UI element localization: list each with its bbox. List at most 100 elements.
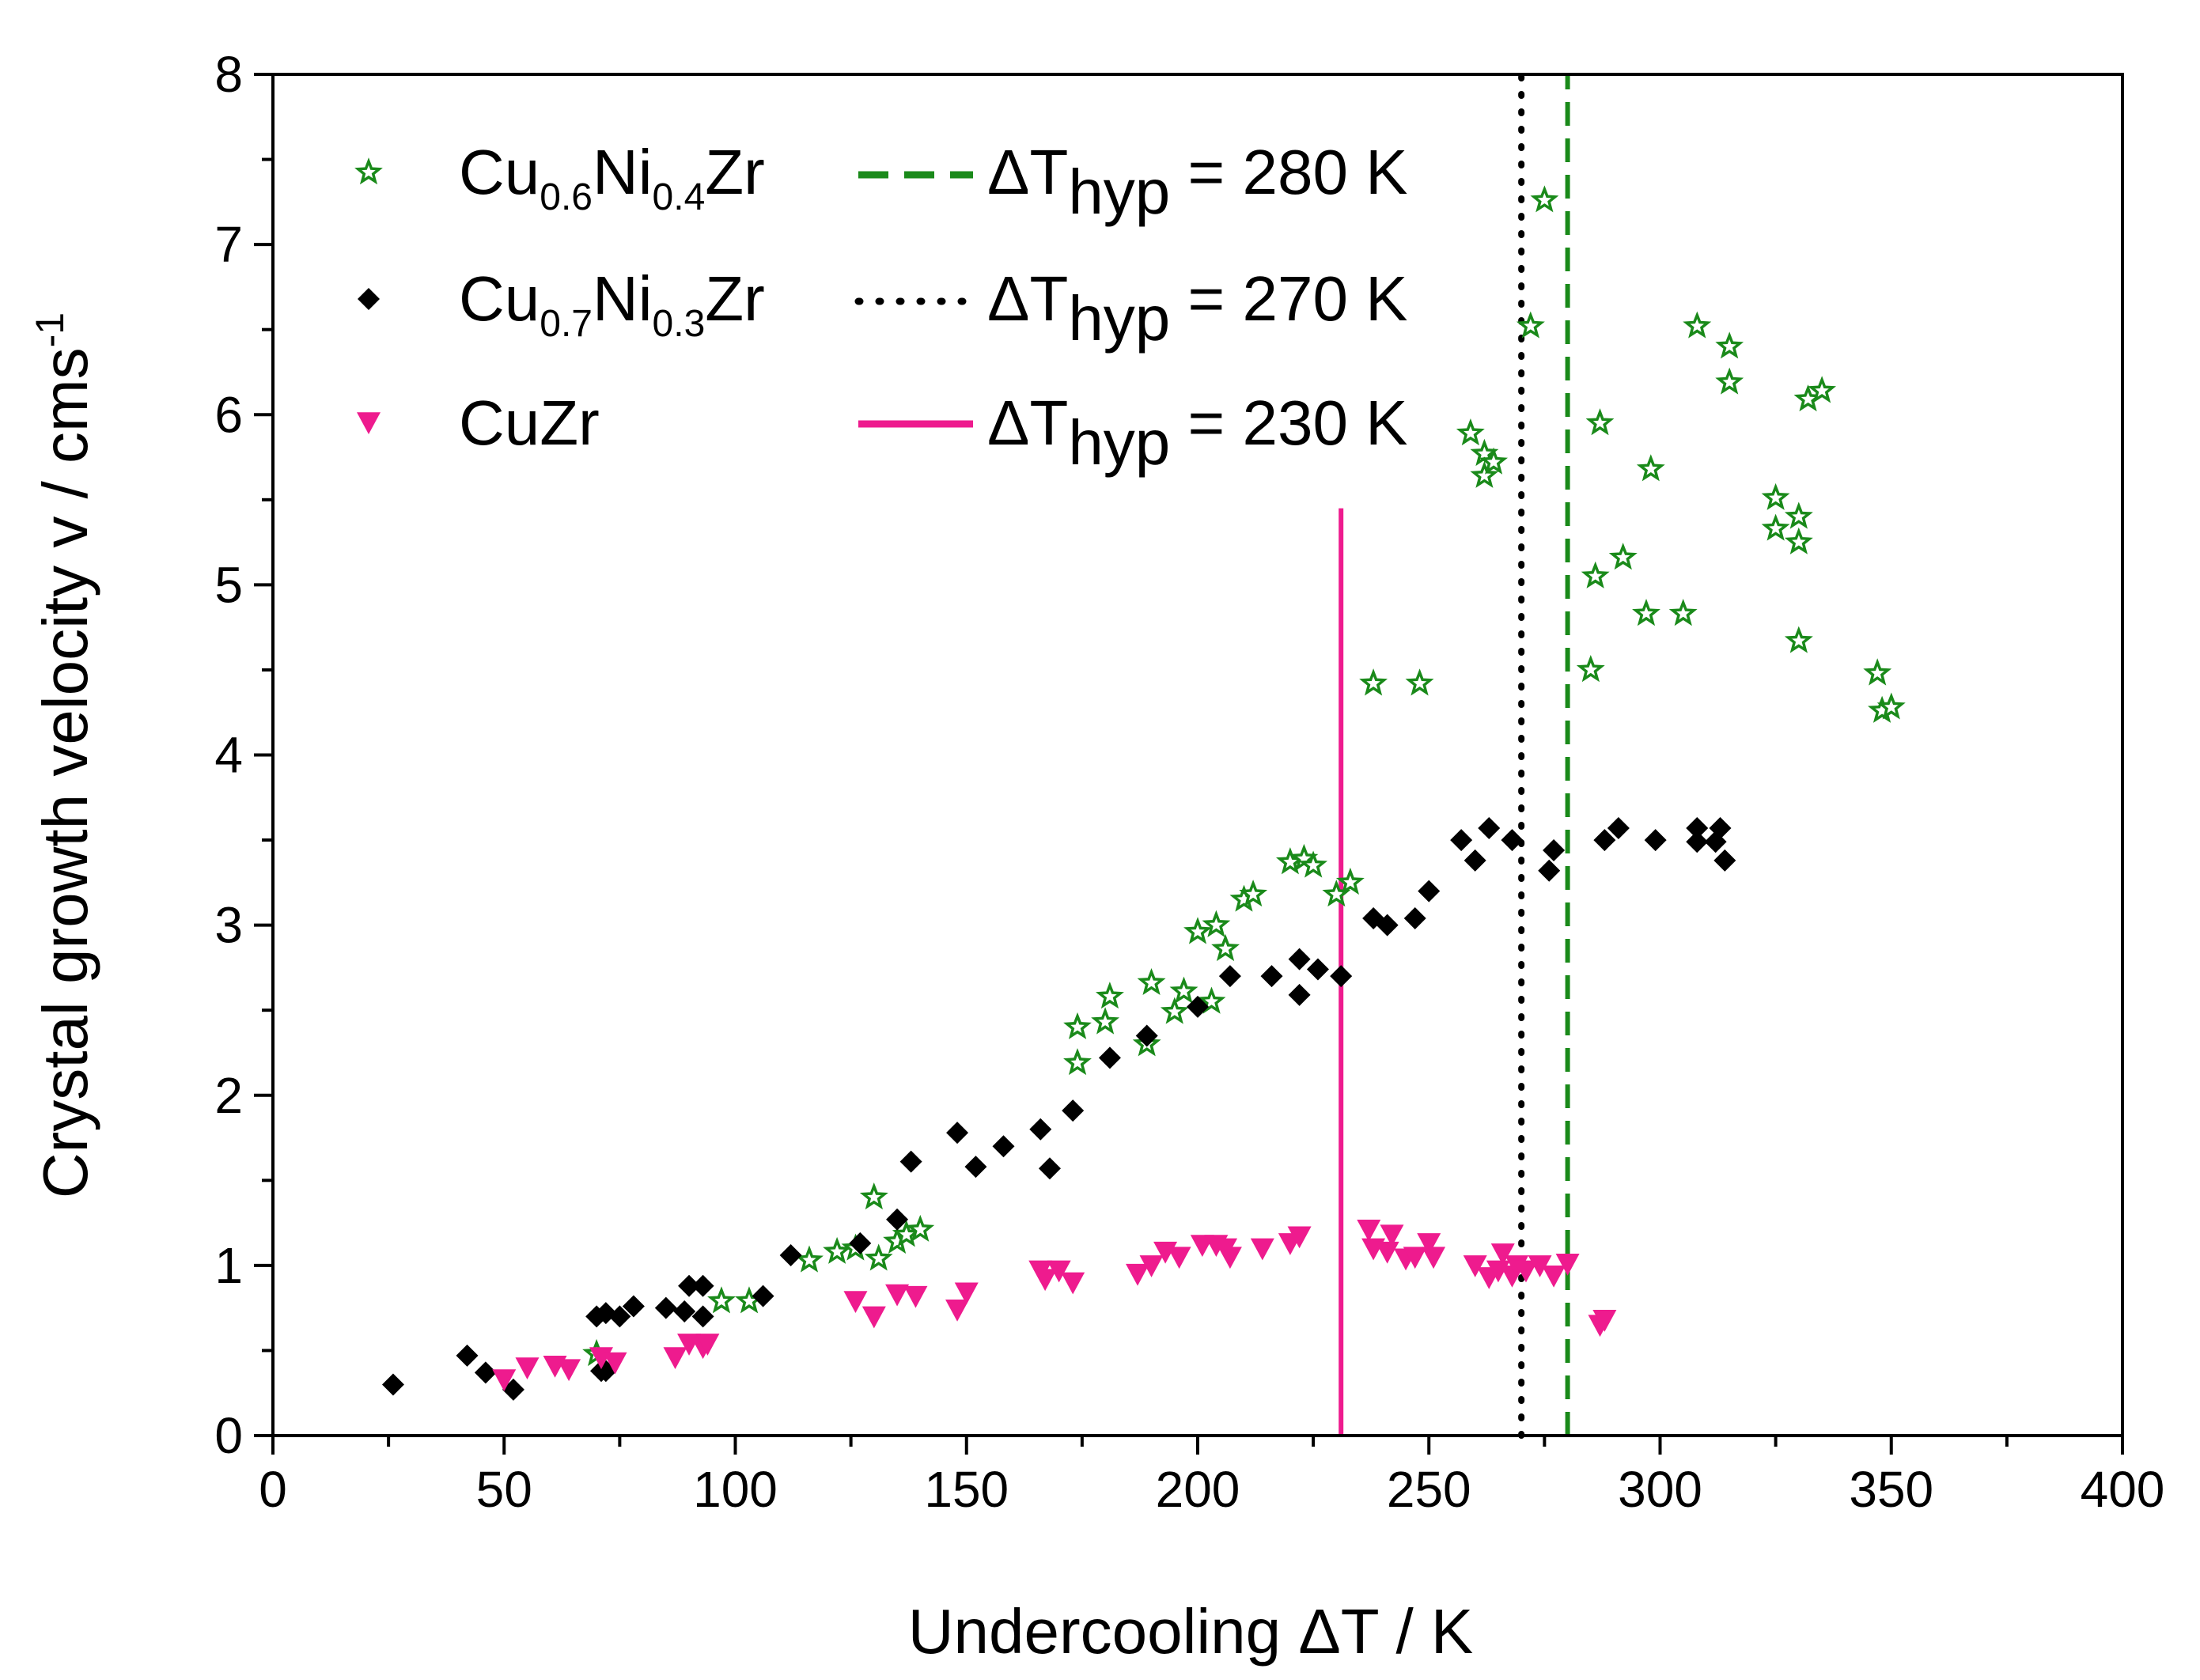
legend-label-cu06ni04zr: Cu0.6Ni0.4Zr: [459, 137, 765, 218]
data-point-triangle-down: [1250, 1238, 1274, 1261]
data-point-star: [1202, 910, 1231, 937]
legend-markers: [354, 157, 383, 434]
data-point-star: [1876, 692, 1906, 720]
x-tick-label: 100: [693, 1461, 778, 1518]
legend-label-280k: ΔThyp = 280 K: [987, 137, 1408, 227]
data-point-triangle-down: [1287, 1226, 1312, 1249]
data-point-diamond: [1709, 817, 1732, 840]
axis-ticks: [254, 73, 2124, 1455]
data-point-triangle-down: [1047, 1260, 1071, 1283]
data-point-star: [1784, 626, 1813, 653]
y-tick-label: 2: [214, 1067, 243, 1124]
data-point-star: [1211, 933, 1240, 962]
plot-frame: [271, 73, 2124, 1437]
data-point-star: [1683, 311, 1712, 339]
data-point-diamond: [691, 1305, 714, 1328]
data-point-diamond: [886, 1208, 909, 1231]
data-point-diamond: [1607, 817, 1630, 840]
data-point-star: [1530, 185, 1559, 213]
data-point-star: [906, 1214, 935, 1242]
x-tick-label: 150: [924, 1461, 1009, 1518]
data-point-diamond: [654, 1296, 677, 1319]
x-tick-label: 200: [1156, 1461, 1240, 1518]
data-point-diamond: [1464, 849, 1486, 872]
data-point-star: [1784, 527, 1813, 554]
data-point-star: [1359, 668, 1388, 696]
data-point-triangle-down: [1592, 1309, 1617, 1332]
data-point-triangle-down: [1375, 1241, 1399, 1264]
data-point-star: [1405, 668, 1434, 696]
legend-label-cu07ni03zr: Cu0.7Ni0.3Zr: [459, 263, 765, 345]
data-point-diamond: [899, 1150, 922, 1173]
y-tick-label: 1: [214, 1237, 243, 1294]
data-point-diamond: [1330, 965, 1353, 988]
data-point-triangle-down: [1126, 1263, 1150, 1286]
data-point-diamond: [992, 1135, 1015, 1158]
data-point-triangle-down: [1380, 1224, 1404, 1247]
data-point-diamond: [1686, 817, 1709, 840]
data-point-diamond: [1306, 958, 1329, 981]
data-point-star: [1137, 967, 1166, 996]
legend: Cu0.6Ni0.4Zr Cu0.7Ni0.3Zr CuZr ΔThyp = 2…: [285, 99, 1448, 494]
legend-label-cuzr: CuZr: [459, 388, 600, 458]
y-tick-label: 8: [214, 46, 243, 103]
data-point-diamond: [381, 1373, 404, 1396]
data-point-diamond: [1038, 1157, 1061, 1180]
data-point-star: [1091, 1007, 1120, 1035]
data-point-triangle-down: [1217, 1247, 1242, 1269]
data-point-diamond: [1593, 829, 1616, 852]
data-point-triangle-down: [1490, 1243, 1515, 1266]
data-point-diamond: [1403, 907, 1426, 930]
data-point-star: [1761, 482, 1790, 510]
data-point-star: [707, 1286, 736, 1314]
data-point-triangle-down: [663, 1347, 687, 1370]
data-point-star: [1239, 880, 1268, 907]
data-point-diamond: [1713, 849, 1736, 872]
data-point-triangle-down: [603, 1352, 627, 1375]
data-point-diamond: [1218, 965, 1241, 988]
data-point-diamond: [1288, 983, 1311, 1006]
data-point-triangle-down: [1422, 1247, 1446, 1269]
data-point-star: [1715, 331, 1744, 359]
data-point-diamond: [1260, 965, 1283, 988]
data-point-diamond: [964, 1156, 987, 1179]
data-point-triangle-down: [557, 1359, 581, 1382]
legend-label-270k: ΔThyp = 270 K: [987, 263, 1408, 354]
y-tick-label: 3: [214, 897, 243, 954]
legend-marker-triangle-down: [357, 412, 381, 434]
data-point-triangle-down: [843, 1291, 868, 1314]
legend-mask-lines: [839, 99, 1448, 494]
series-diamond: [381, 817, 1736, 1401]
x-axis-title: Undercooling ΔT / K: [908, 1596, 1474, 1667]
data-point-star: [795, 1245, 824, 1273]
data-points: [381, 185, 1906, 1401]
x-tick-label: 400: [2081, 1461, 2165, 1518]
data-point-star: [1581, 561, 1610, 588]
data-point-star: [1335, 867, 1365, 895]
data-point-star: [1169, 976, 1198, 1004]
y-tick-label: 7: [214, 216, 243, 273]
data-point-diamond: [1450, 829, 1473, 852]
data-point-triangle-down: [695, 1334, 720, 1356]
data-point-diamond: [678, 1274, 701, 1297]
data-point-triangle-down: [945, 1300, 970, 1322]
data-point-star: [1063, 1048, 1092, 1076]
legend-mask-series: [285, 99, 839, 471]
legend-marker-diamond: [358, 288, 380, 310]
data-point-triangle-down: [861, 1306, 886, 1329]
data-point-star: [859, 1182, 888, 1210]
y-tick-label: 5: [214, 556, 243, 613]
data-point-diamond: [1062, 1099, 1085, 1122]
data-point-star: [1516, 311, 1545, 339]
data-point-star: [1863, 658, 1892, 686]
data-point-star: [1197, 986, 1226, 1014]
data-point-triangle-down: [954, 1282, 979, 1305]
data-point-diamond: [1478, 817, 1501, 840]
data-point-star: [1160, 997, 1189, 1024]
data-point-diamond: [1029, 1118, 1052, 1141]
y-tick-labels: 0 1 2 3 4 5 6 7 8: [214, 46, 243, 1464]
data-point-star: [1668, 599, 1698, 626]
data-point-diamond: [1686, 831, 1709, 853]
x-tick-label: 50: [476, 1461, 532, 1518]
